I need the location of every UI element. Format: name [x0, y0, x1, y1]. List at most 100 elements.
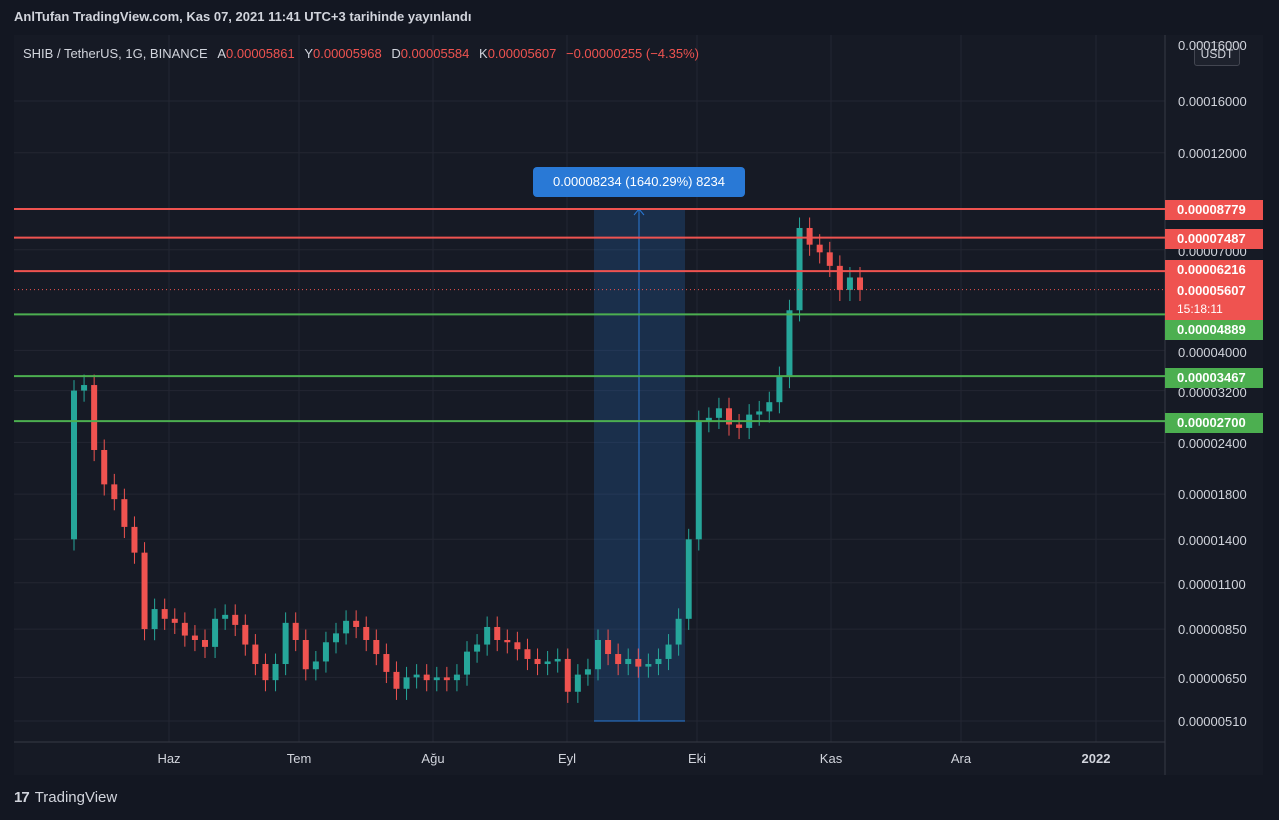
candle-body	[766, 402, 773, 412]
candle-body	[212, 618, 219, 647]
y-tick-label: 0.00000510	[1178, 714, 1247, 729]
resistance-tag: 0.00007487	[1165, 229, 1263, 249]
candle-body	[242, 624, 249, 645]
candle-body	[524, 649, 531, 659]
candle-body	[111, 484, 118, 500]
candle-body	[715, 408, 722, 418]
y-tick-top: 0.00016000	[1178, 38, 1247, 53]
candle-body	[554, 658, 561, 662]
close-label: K	[479, 46, 488, 61]
candle-body	[413, 674, 420, 678]
candle-body	[574, 674, 581, 692]
candle-body	[181, 622, 188, 636]
candle-body	[131, 526, 138, 553]
candle-body	[695, 421, 702, 540]
candle-body	[443, 677, 450, 681]
candle-body	[191, 635, 198, 640]
candle-body	[625, 658, 632, 665]
y-tick-label: 0.00002400	[1178, 436, 1247, 451]
candle-body	[736, 424, 743, 428]
high-value: 0.00005968	[313, 46, 382, 61]
x-tick-label: Kas	[819, 751, 843, 766]
candle-body	[464, 651, 470, 675]
candle-body	[81, 385, 88, 391]
candle-body	[312, 661, 319, 670]
resistance-tag: 0.00006216	[1165, 260, 1263, 280]
candle-body	[141, 552, 148, 630]
candle-body	[635, 658, 642, 667]
candle-body	[544, 661, 551, 665]
candle-body	[857, 277, 863, 290]
open-label: A	[217, 46, 227, 61]
candle-body	[494, 626, 501, 640]
candle-body	[705, 417, 712, 422]
candle-body	[484, 626, 491, 645]
candle-body	[504, 639, 511, 643]
candle-body	[584, 669, 591, 675]
y-tick-label: 0.00003200	[1178, 385, 1247, 400]
y-tick-label: 0.00001100	[1178, 577, 1246, 592]
candle-body	[685, 539, 692, 619]
candle-body	[655, 658, 662, 665]
candle-body	[202, 639, 208, 647]
candle-body	[373, 639, 380, 655]
candle-body	[453, 674, 460, 681]
x-tick-label: 2022	[1081, 751, 1111, 766]
y-tick-label: 0.00000850	[1178, 622, 1247, 637]
x-tick-label: Tem	[286, 751, 312, 766]
candle-body	[514, 642, 521, 650]
candle-body	[91, 385, 98, 450]
x-tick-label: Eyl	[557, 751, 577, 766]
candle-body	[252, 644, 259, 665]
candle-body	[393, 671, 400, 689]
candle-body	[121, 499, 128, 527]
currency-button[interactable]: USDT	[1194, 42, 1240, 66]
candle-body	[474, 644, 481, 652]
candle-body	[776, 377, 783, 403]
candle-body	[151, 609, 158, 630]
candle-body	[595, 639, 601, 670]
candle-body	[161, 609, 168, 619]
support-tag: 0.00002700	[1165, 413, 1263, 433]
current-price-value: 0.00005607	[1177, 283, 1246, 298]
candle-body	[71, 390, 77, 540]
candle-body	[433, 677, 440, 681]
x-tick-label: Ağu	[421, 751, 445, 766]
candle-body	[171, 618, 178, 623]
y-tick-label: 0.00001400	[1178, 533, 1247, 548]
candle-body	[675, 618, 682, 645]
candle-body	[726, 408, 732, 425]
change-value: −0.00000255 (−4.35%)	[566, 46, 699, 61]
candle-body	[846, 277, 853, 290]
candle-body	[322, 642, 329, 662]
candle-body	[836, 265, 843, 290]
candle-body	[383, 654, 390, 672]
candle-body	[564, 658, 571, 692]
candle-body	[232, 614, 239, 625]
candle-body	[615, 654, 622, 665]
y-tick-label: 0.00016000	[1178, 94, 1247, 109]
candle-body	[796, 227, 803, 311]
candle-body	[423, 674, 430, 681]
candle-body	[343, 620, 350, 634]
measure-label: 0.00008234 (1640.29%) 8234	[533, 167, 745, 197]
y-tick-label: 0.00000650	[1178, 671, 1247, 686]
candle-body	[665, 644, 672, 659]
candle-body	[786, 310, 793, 378]
tradingview-brand: TradingView	[34, 789, 118, 806]
tradingview-logo[interactable]: 17 TradingView	[14, 789, 117, 806]
ohlc-legend: SHIB / TetherUS, 1G, BINANCE A0.00005861…	[23, 46, 699, 61]
candle-body	[282, 622, 289, 665]
candle-body	[534, 658, 541, 665]
high-label: Y	[304, 46, 313, 61]
support-tag: 0.00003467	[1165, 368, 1263, 388]
y-tick-label: 0.00004000	[1178, 345, 1247, 360]
candle-body	[262, 664, 269, 681]
low-value: 0.00005584	[400, 46, 470, 61]
close-value: 0.00005607	[487, 46, 557, 61]
candle-body	[403, 677, 410, 689]
support-tag: 0.00004889	[1165, 320, 1263, 340]
x-tick-label: Haz	[157, 751, 181, 766]
tradingview-mark-icon: 17	[14, 789, 30, 806]
